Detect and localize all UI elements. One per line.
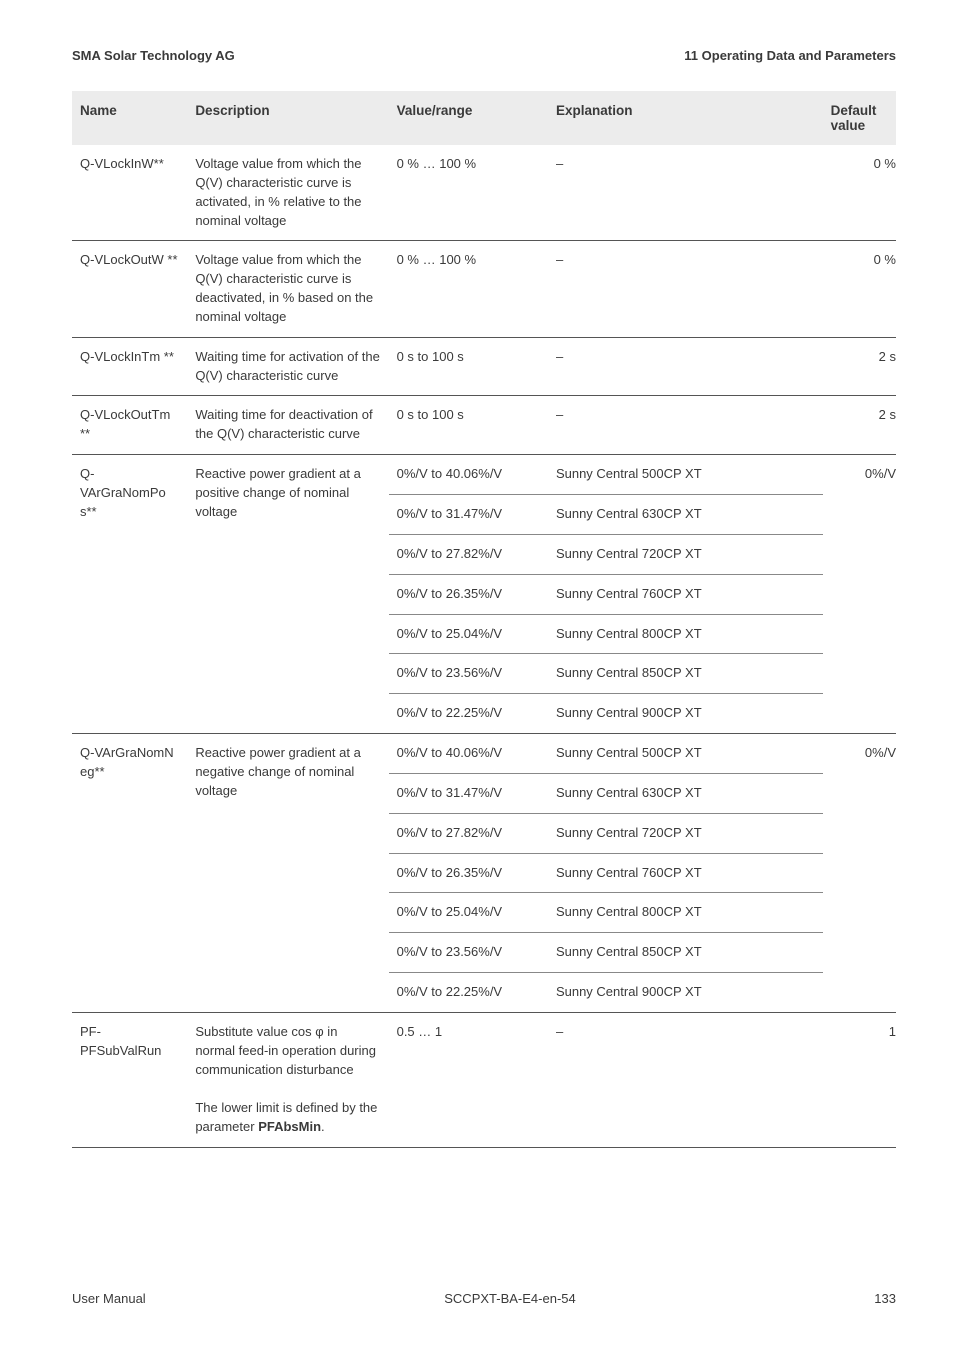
cell-desc: Reactive power gradient at a negative ch…: [187, 734, 388, 1013]
cell-default: 0 %: [823, 241, 896, 337]
cell-range: 0%/V to 31.47%/V: [389, 494, 548, 534]
cell-range: 0%/V to 22.25%/V: [389, 973, 548, 1013]
cell-expl: Sunny Central 760CP XT: [548, 574, 823, 614]
cell-desc: Voltage value from which the Q(V) charac…: [187, 241, 388, 337]
cell-range: 0 s to 100 s: [389, 396, 548, 455]
cell-expl: Sunny Central 850CP XT: [548, 933, 823, 973]
cell-expl: Sunny Central 800CP XT: [548, 614, 823, 654]
cell-expl: Sunny Central 720CP XT: [548, 534, 823, 574]
param-ref: PFAb­sMin: [258, 1119, 321, 1134]
cell-expl: Sunny Central 630CP XT: [548, 773, 823, 813]
cell-name: Q-VArGraNomN eg**: [72, 734, 187, 1013]
cell-expl: Sunny Central 760CP XT: [548, 853, 823, 893]
cell-range: 0%/V to 23.56%/V: [389, 654, 548, 694]
cell-expl: Sunny Central 630CP XT: [548, 494, 823, 534]
page-header: SMA Solar Technology AG 11 Operating Dat…: [72, 48, 896, 63]
cell-desc: Substitute value cos φ in normal feed-in…: [187, 1012, 388, 1089]
footer-right: 133: [874, 1291, 896, 1306]
table-header-row: Name Description Value/range Explanation…: [72, 91, 896, 145]
cell-range: 0%/V to 26.35%/V: [389, 574, 548, 614]
table-row: Q-VLockOutW ** Voltage value from which …: [72, 241, 896, 337]
cell-range: 0%/V to 22.25%/V: [389, 694, 548, 734]
col-range: Value/range: [389, 91, 548, 145]
cell-range: 0%/V to 26.35%/V: [389, 853, 548, 893]
cell-name: Q-VLockOutW **: [72, 241, 187, 337]
footer-left: User Manual: [72, 1291, 146, 1306]
col-default: Default value: [823, 91, 896, 145]
cell-range: 0%/V to 27.82%/V: [389, 813, 548, 853]
cell-default: 1: [823, 1012, 896, 1147]
cell-expl: –: [548, 241, 823, 337]
cell-range: 0 % … 100 %: [389, 145, 548, 241]
col-desc: Description: [187, 91, 388, 145]
cell-expl: Sunny Central 800CP XT: [548, 893, 823, 933]
table-row: PF-PFSubValRun Substitute value cos φ in…: [72, 1012, 896, 1089]
cell-expl: Sunny Central 900CP XT: [548, 973, 823, 1013]
cell-expl: –: [548, 337, 823, 396]
cell-default: 2 s: [823, 396, 896, 455]
cell-expl: Sunny Central 500CP XT: [548, 734, 823, 774]
cell-name: Q-VArGraNomPo s**: [72, 455, 187, 734]
cell-range: 0 % … 100 %: [389, 241, 548, 337]
cell-name: Q-VLockInW**: [72, 145, 187, 241]
cell-expl: –: [548, 145, 823, 241]
cell-range: 0%/V to 25.04%/V: [389, 893, 548, 933]
footer-center: SCCPXT-BA-E4-en-54: [444, 1291, 576, 1306]
cell-desc: Waiting time for activa­tion of the Q(V)…: [187, 337, 388, 396]
cell-range: 0%/V to 23.56%/V: [389, 933, 548, 973]
cell-default: 0%/V: [823, 455, 896, 734]
cell-range: 0%/V to 40.06%/V: [389, 734, 548, 774]
cell-name: Q-VLockOutTm **: [72, 396, 187, 455]
table-end-rule: [72, 1148, 896, 1149]
cell-default: 0%/V: [823, 734, 896, 1013]
table-row: Q-VLockInTm ** Waiting time for activa­t…: [72, 337, 896, 396]
cell-desc: Reactive power gradient at a positive ch…: [187, 455, 388, 734]
table-row: Q-VArGraNomPo s** Reactive power gradien…: [72, 455, 896, 495]
cell-range: 0%/V to 40.06%/V: [389, 455, 548, 495]
cell-expl: Sunny Central 500CP XT: [548, 455, 823, 495]
desc-text: .: [321, 1119, 325, 1134]
header-left: SMA Solar Technology AG: [72, 48, 235, 63]
parameters-table: Name Description Value/range Explanation…: [72, 91, 896, 1148]
table-row: Q-VLockOutTm ** Waiting time for deacti­…: [72, 396, 896, 455]
page-footer: User Manual SCCPXT-BA-E4-en-54 133: [72, 1291, 896, 1306]
cell-desc: Voltage value from which the Q(V) charac…: [187, 145, 388, 241]
cell-expl: Sunny Central 850CP XT: [548, 654, 823, 694]
cell-range: 0%/V to 27.82%/V: [389, 534, 548, 574]
cell-range: 0%/V to 31.47%/V: [389, 773, 548, 813]
col-expl: Explanation: [548, 91, 823, 145]
cell-name: Q-VLockInTm **: [72, 337, 187, 396]
cell-expl: Sunny Central 900CP XT: [548, 694, 823, 734]
table-row: Q-VArGraNomN eg** Reactive power gradien…: [72, 734, 896, 774]
col-name: Name: [72, 91, 187, 145]
cell-name: PF-PFSubValRun: [72, 1012, 187, 1147]
cell-expl: –: [548, 396, 823, 455]
header-right: 11 Operating Data and Parameters: [684, 48, 896, 63]
cell-range: 0%/V to 25.04%/V: [389, 614, 548, 654]
cell-expl: Sunny Central 720CP XT: [548, 813, 823, 853]
table-row: Q-VLockInW** Voltage value from which th…: [72, 145, 896, 241]
cell-default: 0 %: [823, 145, 896, 241]
cell-desc: The lower limit is defined by the parame…: [187, 1089, 388, 1147]
cell-default: 2 s: [823, 337, 896, 396]
cell-expl: –: [548, 1012, 823, 1147]
cell-range: 0 s to 100 s: [389, 337, 548, 396]
cell-range: 0.5 … 1: [389, 1012, 548, 1147]
cell-desc: Waiting time for deacti­vation of the Q(…: [187, 396, 388, 455]
